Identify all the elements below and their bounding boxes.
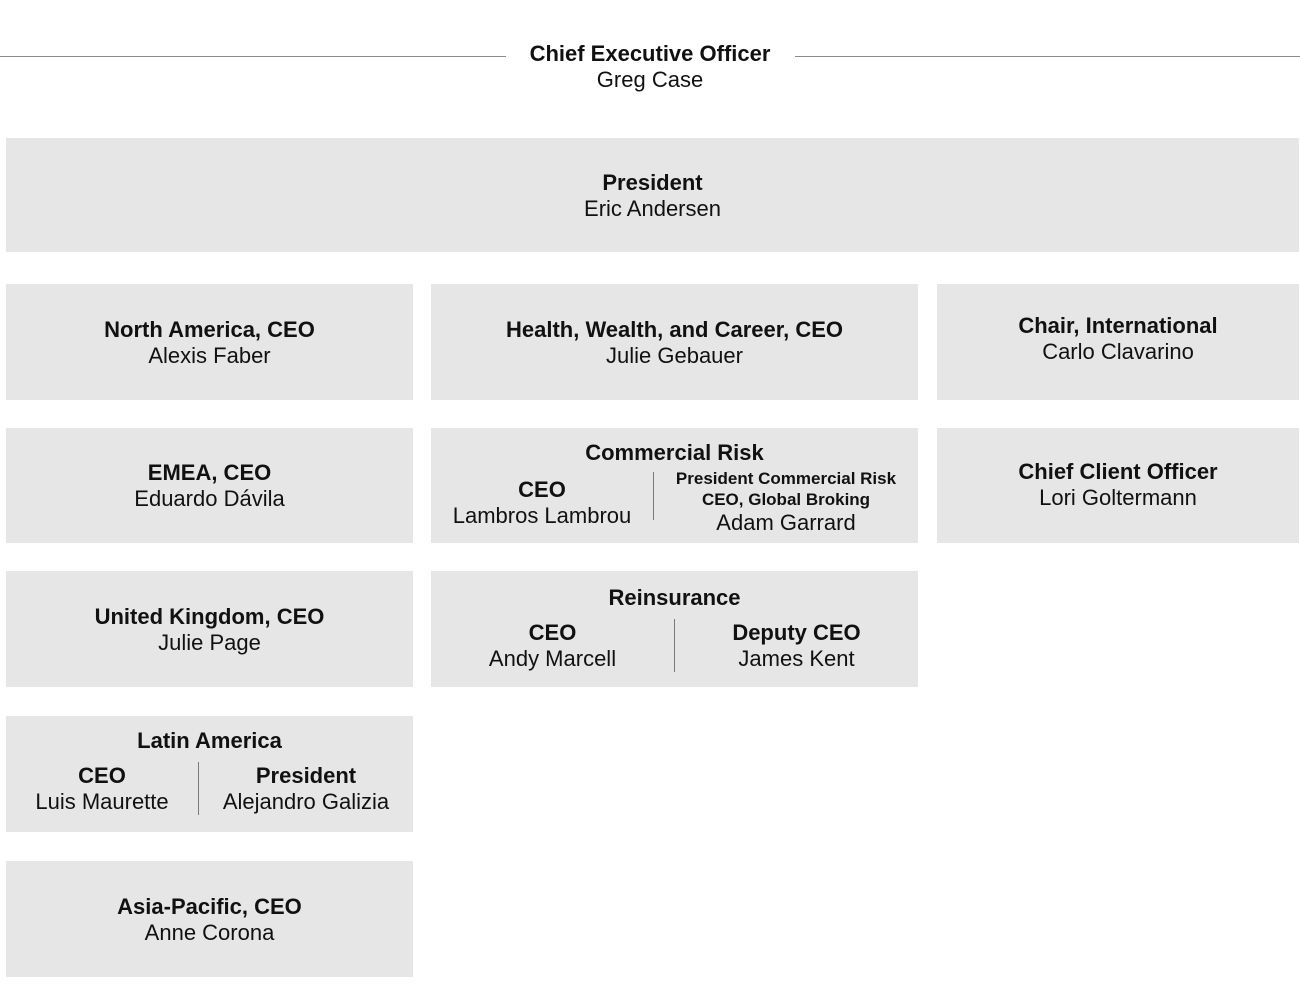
- latin-america-divider: [198, 762, 199, 815]
- hwc-node: Health, Wealth, and Career, CEO Julie Ge…: [431, 284, 918, 400]
- commercial-risk-divider: [653, 472, 654, 520]
- chief-client-officer-node: Chief Client Officer Lori Goltermann: [937, 428, 1299, 543]
- reinsurance-row: CEO Andy Marcell Deputy CEO James Kent: [431, 619, 918, 672]
- uk-title: United Kingdom, CEO: [94, 603, 325, 629]
- commercial-risk-ceo: CEO Lambros Lambrou: [431, 476, 653, 529]
- reinsurance-deputy-name: James Kent: [738, 646, 855, 671]
- chair-international-title: Chair, International: [1018, 312, 1218, 338]
- latin-america-row: CEO Luis Maurette President Alejandro Ga…: [6, 762, 413, 815]
- ceo-title: Chief Executive Officer: [529, 41, 771, 66]
- asia-pacific-node: Asia-Pacific, CEO Anne Corona: [6, 861, 413, 977]
- reinsurance-deputy-title: Deputy CEO: [732, 620, 861, 645]
- asia-pacific-name: Anne Corona: [144, 919, 275, 945]
- commercial-risk-row: CEO Lambros Lambrou President Commercial…: [431, 468, 918, 536]
- latin-america-president-title: President: [255, 763, 357, 788]
- chair-international-node: Chair, International Carlo Clavarino: [937, 284, 1299, 400]
- chief-client-officer-title: Chief Client Officer: [1018, 459, 1218, 484]
- commercial-risk-president: President Commercial Risk CEO, Global Br…: [654, 468, 918, 536]
- chief-client-officer-name: Lori Goltermann: [1039, 485, 1197, 510]
- commercial-risk-ceo-title: CEO: [518, 476, 566, 502]
- latin-america-ceo-title: CEO: [78, 763, 126, 788]
- uk-name: Julie Page: [158, 629, 261, 655]
- ceo-node: Chief Executive Officer Greg Case: [400, 40, 900, 93]
- commercial-risk-president-name: Adam Garrard: [716, 510, 856, 535]
- header-rule-left: [0, 56, 506, 57]
- latin-america-president-name: Alejandro Galizia: [222, 789, 390, 814]
- north-america-node: North America, CEO Alexis Faber: [6, 284, 413, 400]
- reinsurance-divider: [674, 619, 675, 672]
- emea-name: Eduardo Dávila: [134, 486, 285, 511]
- commercial-risk-president-title-1: President Commercial Risk: [675, 469, 897, 488]
- latin-america-ceo: CEO Luis Maurette: [6, 762, 198, 815]
- president-name: Eric Andersen: [584, 195, 721, 221]
- latin-america-title: Latin America: [137, 728, 282, 753]
- reinsurance-ceo-title: CEO: [528, 620, 577, 645]
- ceo-name: Greg Case: [596, 67, 704, 92]
- reinsurance-ceo: CEO Andy Marcell: [431, 619, 674, 672]
- president-node: President Eric Andersen: [6, 138, 1299, 252]
- north-america-name: Alexis Faber: [148, 342, 271, 368]
- asia-pacific-title: Asia-Pacific, CEO: [117, 893, 302, 919]
- hwc-name: Julie Gebauer: [606, 342, 743, 368]
- reinsurance-ceo-name: Andy Marcell: [488, 646, 617, 671]
- header-rule-right: [795, 56, 1300, 57]
- commercial-risk-node: Commercial Risk CEO Lambros Lambrou Pres…: [431, 428, 918, 543]
- latin-america-node: Latin America CEO Luis Maurette Presiden…: [6, 716, 413, 832]
- north-america-title: North America, CEO: [104, 316, 315, 342]
- hwc-title: Health, Wealth, and Career, CEO: [505, 316, 844, 342]
- emea-node: EMEA, CEO Eduardo Dávila: [6, 428, 413, 543]
- reinsurance-node: Reinsurance CEO Andy Marcell Deputy CEO …: [431, 571, 918, 687]
- latin-america-president: President Alejandro Galizia: [199, 762, 413, 815]
- uk-node: United Kingdom, CEO Julie Page: [6, 571, 413, 687]
- commercial-risk-president-title-2: CEO, Global Broking: [701, 490, 871, 509]
- president-title: President: [602, 169, 703, 195]
- chair-international-name: Carlo Clavarino: [1042, 338, 1194, 364]
- emea-title: EMEA, CEO: [147, 460, 272, 485]
- reinsurance-deputy: Deputy CEO James Kent: [675, 619, 918, 672]
- latin-america-ceo-name: Luis Maurette: [35, 789, 169, 814]
- commercial-risk-ceo-name: Lambros Lambrou: [452, 502, 632, 528]
- reinsurance-title: Reinsurance: [608, 585, 741, 610]
- commercial-risk-title: Commercial Risk: [585, 440, 764, 465]
